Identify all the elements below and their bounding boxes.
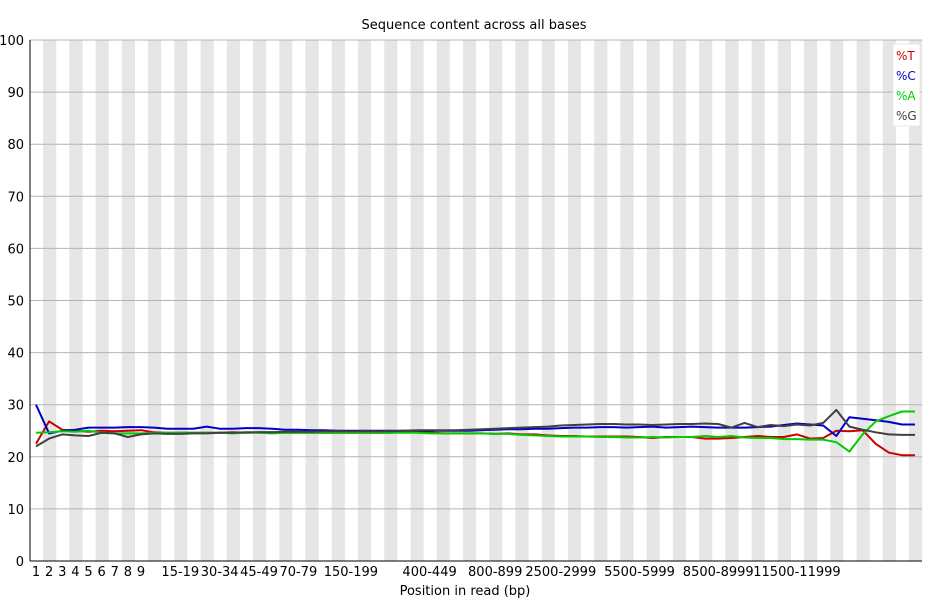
horizontal-gridlines	[30, 39, 922, 510]
y-tick-label: 10	[7, 503, 24, 518]
x-tick-label: 6	[97, 565, 105, 580]
x-tick-label: 400-449	[402, 565, 456, 580]
legend-item-a: %A	[896, 89, 916, 103]
series-line-g	[35, 408, 915, 448]
x-tick-label: 1	[32, 565, 40, 580]
x-tick-label: 7	[111, 565, 119, 580]
legend-box	[892, 43, 921, 127]
x-axis-ticks: 1 2 3 4 5 6 7 8 9 15-19 30-34 45-49 70-79 150-199 400-…	[32, 565, 841, 580]
x-tick-label: 11500-11999	[753, 565, 840, 580]
y-tick-label: 0	[16, 555, 24, 570]
legend-item-t: %T	[896, 49, 915, 63]
y-tick-label: 30	[7, 399, 24, 414]
x-tick-label: 5	[84, 565, 92, 580]
y-tick-label: 90	[7, 86, 24, 101]
x-tick-label: 150-199	[324, 565, 378, 580]
x-tick-label: 3	[58, 565, 66, 580]
x-tick-label: 8	[124, 565, 132, 580]
x-tick-label: 30-34	[201, 565, 239, 580]
legend-item-c: %C	[896, 69, 916, 83]
x-tick-label: 45-49	[240, 565, 278, 580]
x-tick-label: 8500-8999	[683, 565, 754, 580]
x-tick-label: 4	[71, 565, 79, 580]
x-tick-label: 2	[45, 565, 53, 580]
x-tick-label: 15-19	[161, 565, 199, 580]
x-tick-label: 2500-2999	[525, 565, 596, 580]
x-tick-label: 70-79	[280, 565, 318, 580]
y-tick-label: 80	[7, 138, 24, 153]
x-tick-label: 800-899	[468, 565, 522, 580]
legend: %T %C %A %G	[892, 43, 921, 127]
series-line-a	[35, 410, 915, 453]
x-axis-label: Position in read (bp)	[400, 584, 531, 599]
x-tick-label: 5500-5999	[604, 565, 675, 580]
y-axis-ticks: 0 10 20 30 40 50 60 70 80 90 100	[0, 34, 24, 570]
x-tick-label: 9	[137, 565, 145, 580]
y-tick-label: 100	[0, 34, 24, 49]
y-tick-label: 70	[7, 190, 24, 205]
series-line-c	[35, 404, 915, 437]
series-lines	[35, 404, 915, 457]
y-tick-label: 40	[7, 347, 24, 362]
y-tick-label: 60	[7, 242, 24, 257]
y-tick-label: 50	[7, 295, 24, 310]
legend-item-g: %G	[896, 109, 917, 123]
y-tick-label: 20	[7, 451, 24, 466]
chart-title: Sequence content across all bases	[361, 18, 586, 33]
